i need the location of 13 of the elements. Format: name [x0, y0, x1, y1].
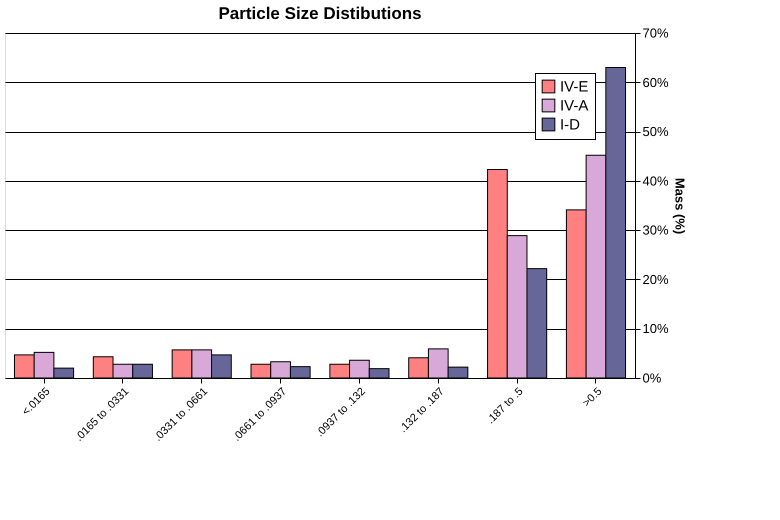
- legend-label: IV-E: [560, 78, 588, 96]
- y-tick-label: 70%: [642, 26, 669, 40]
- legend-label: IV-A: [560, 98, 588, 114]
- y-tick-label: 40%: [642, 173, 669, 188]
- chart-title: Particle Size Distibutions: [218, 4, 422, 23]
- y-tick-label: 60%: [642, 74, 669, 90]
- legend-label: I-D: [560, 116, 580, 134]
- y-tick-label: 10%: [642, 321, 669, 336]
- y-tick-label: 20%: [642, 272, 669, 287]
- y-tick-label: 50%: [642, 124, 669, 140]
- y-tick-label: 0%: [642, 370, 662, 386]
- y-axis-title: Mass (%): [672, 178, 688, 234]
- y-tick-label: 30%: [642, 222, 669, 238]
